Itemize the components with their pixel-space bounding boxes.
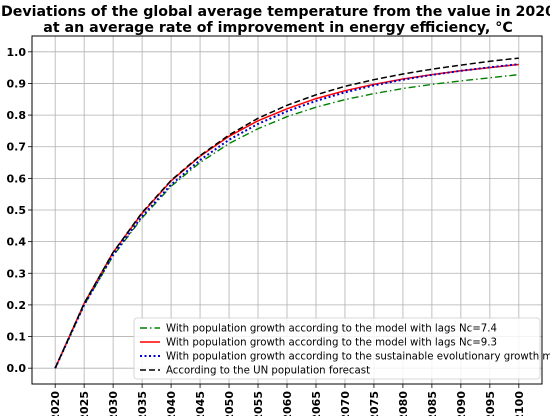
chart-title-line-1: Deviations of the global average tempera… [1, 4, 550, 20]
x-tick-label: 2065 [310, 391, 323, 416]
x-tick-label: 2090 [455, 391, 468, 416]
series-line-3 [54, 63, 519, 369]
x-tick-label: 2095 [484, 391, 497, 416]
x-tick-label: 2060 [281, 391, 294, 416]
axis-ticks: 2020 2025 2030 2035 2040 2045 2050 2055 2060 2065… [7, 46, 526, 416]
x-tick-label: 2045 [194, 391, 207, 416]
y-tick-label: 0.8 [7, 109, 27, 122]
series-line-4 [54, 57, 519, 369]
legend-label-2: With population growth according to the … [166, 338, 497, 349]
x-tick-label: 2040 [165, 391, 178, 416]
y-tick-label: 0.2 [7, 299, 27, 312]
x-tick-label: 2020 [49, 391, 62, 416]
x-tick-label: 2030 [107, 391, 120, 416]
y-tick-label: 1.0 [7, 46, 27, 59]
x-tick-label: 2035 [136, 391, 149, 416]
series-line-1 [54, 73, 519, 369]
plot-series [54, 57, 519, 369]
x-tick-label: 2025 [78, 391, 91, 416]
x-tick-label: 2050 [223, 391, 236, 416]
legend-label-4: According to the UN population forecast [166, 366, 370, 377]
y-tick-label: 0.7 [7, 141, 27, 154]
y-tick-label: 0.6 [7, 172, 27, 185]
legend-label-1: With population growth according to the … [166, 324, 497, 335]
legend-label-3: With population growth according to the … [166, 352, 550, 363]
legend: With population growth according to the … [133, 317, 550, 380]
x-tick-label: 2085 [426, 391, 439, 416]
x-tick-label: 2080 [397, 391, 410, 416]
legend-box [133, 317, 541, 380]
y-tick-label: 0.4 [7, 236, 27, 249]
x-tick-label: 2055 [252, 391, 265, 416]
y-tick-label: 0.9 [7, 77, 27, 90]
x-tick-label: 2070 [339, 391, 352, 416]
x-tick-label: 2100 [513, 391, 526, 416]
y-tick-label: 0.0 [7, 362, 27, 375]
y-tick-label: 0.3 [7, 267, 27, 280]
chart-title-line-2: at an average rate of improvement in ene… [43, 20, 512, 36]
x-tick-label: 2075 [368, 391, 381, 416]
y-tick-label: 0.5 [7, 204, 27, 217]
y-tick-label: 0.1 [7, 331, 27, 344]
